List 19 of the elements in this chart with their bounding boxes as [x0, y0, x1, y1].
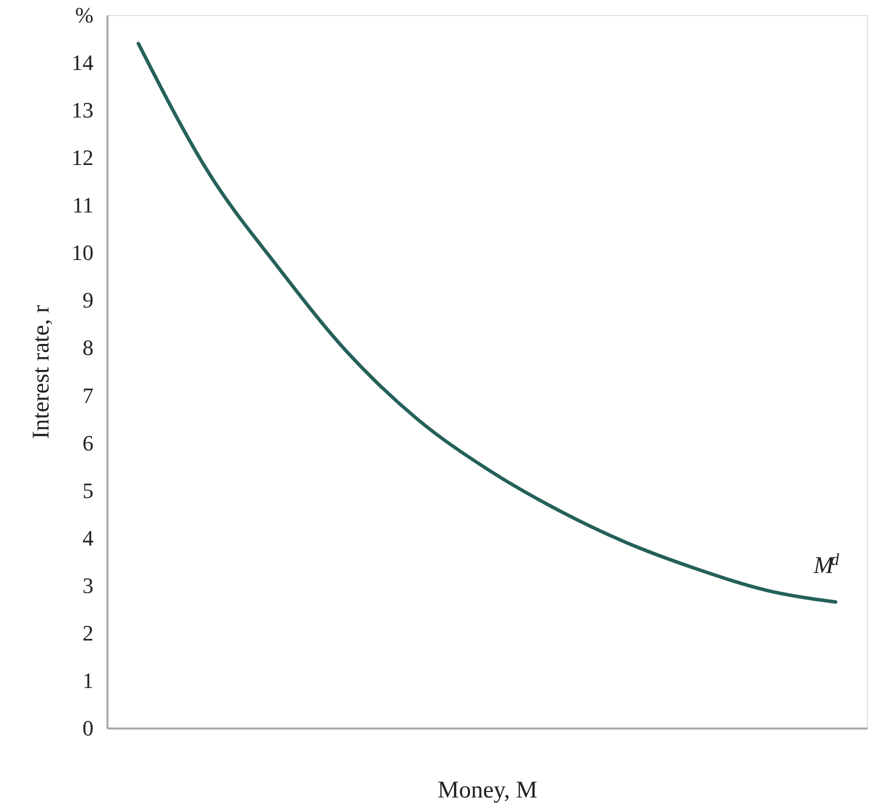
y-tick-label: 5	[82, 478, 94, 503]
y-tick-label: 3	[82, 572, 94, 598]
y-tick-label: 2	[82, 620, 94, 646]
y-tick-label: 6	[82, 430, 94, 456]
y-axis-title: Interest rate, r	[28, 305, 54, 439]
x-axis-title: Money, M	[438, 778, 538, 804]
y-tick-label: 8	[82, 335, 94, 360]
y-tick-label: %	[75, 2, 94, 28]
y-tick-label: 1	[82, 668, 94, 693]
y-tick-label: 11	[72, 192, 94, 218]
y-tick-label: 12	[72, 145, 94, 170]
y-tick-label: 0	[82, 716, 94, 740]
y-tick-label: 10	[72, 240, 94, 266]
y-tick-label: 9	[82, 288, 94, 313]
y-tick-label: 4	[82, 525, 94, 550]
line-series	[136, 42, 838, 604]
y-tick-label: 14	[72, 50, 94, 76]
y-tick-label: 7	[82, 382, 94, 408]
y-tick-label: 13	[72, 98, 94, 123]
